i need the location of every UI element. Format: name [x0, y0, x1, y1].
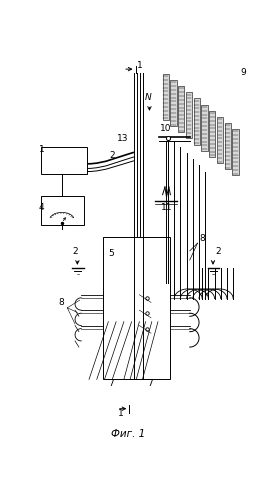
- Text: 8: 8: [58, 298, 64, 307]
- Text: 4: 4: [39, 203, 44, 212]
- Text: N: N: [145, 93, 152, 102]
- Text: 5: 5: [108, 249, 114, 258]
- Bar: [178, 86, 184, 132]
- Text: 1: 1: [39, 145, 44, 154]
- Text: 13: 13: [117, 134, 128, 143]
- Text: 1: 1: [118, 409, 124, 418]
- Bar: [41, 147, 88, 174]
- Text: 11: 11: [161, 203, 173, 212]
- Text: 8: 8: [200, 234, 205, 243]
- Bar: [170, 80, 177, 126]
- Bar: [41, 196, 84, 226]
- Bar: [217, 117, 223, 163]
- Bar: [201, 104, 208, 151]
- Text: 2: 2: [215, 247, 221, 256]
- Bar: [103, 237, 170, 379]
- Bar: [225, 123, 231, 169]
- Text: 10: 10: [160, 124, 172, 134]
- Text: 2: 2: [109, 151, 115, 161]
- Text: Фиг. 1: Фиг. 1: [111, 429, 145, 439]
- Bar: [186, 92, 192, 138]
- Text: 1: 1: [137, 60, 143, 69]
- Bar: [193, 98, 200, 145]
- Text: 2: 2: [72, 247, 78, 256]
- Bar: [232, 129, 239, 175]
- Bar: [209, 111, 215, 157]
- Bar: [163, 74, 169, 120]
- Text: 9: 9: [240, 68, 246, 77]
- Text: 7: 7: [147, 379, 153, 388]
- Text: 7: 7: [108, 379, 114, 388]
